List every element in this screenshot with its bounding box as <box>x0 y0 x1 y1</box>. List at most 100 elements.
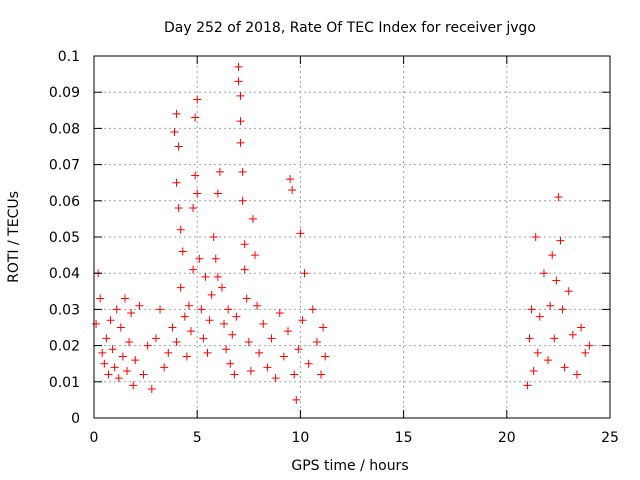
data-point-marker <box>110 363 119 372</box>
data-point-marker <box>160 363 169 372</box>
data-point-marker <box>184 301 193 310</box>
data-point-marker <box>98 348 107 357</box>
data-point-marker <box>203 348 212 357</box>
data-point-marker <box>209 233 218 241</box>
data-point-marker <box>286 175 295 184</box>
data-point-marker <box>550 334 559 343</box>
data-point-marker <box>539 269 548 278</box>
data-point-marker <box>123 366 132 375</box>
data-point-marker <box>267 334 276 343</box>
data-point-marker <box>529 366 538 375</box>
data-point-marker <box>92 319 101 328</box>
data-point-marker <box>189 265 198 274</box>
data-point-marker <box>106 316 115 325</box>
data-point-marker <box>201 272 210 281</box>
data-point-marker <box>548 251 557 260</box>
y-tick-label: 0.08 <box>49 121 80 137</box>
x-tick-label: 10 <box>291 430 309 446</box>
data-point-marker <box>246 366 255 375</box>
x-tick-label: 25 <box>601 430 619 446</box>
data-point-marker <box>240 240 249 249</box>
data-point-marker <box>312 337 321 346</box>
data-point-marker <box>240 265 249 274</box>
grid-layer <box>94 56 610 418</box>
data-point-marker <box>290 370 299 379</box>
y-tick-label: 0.1 <box>58 49 80 65</box>
y-axis-title: ROTI / TECUs <box>6 191 22 283</box>
data-point-marker <box>255 348 264 357</box>
data-point-marker <box>102 334 111 343</box>
data-point-marker <box>222 345 231 354</box>
data-point-marker <box>321 352 330 361</box>
data-point-marker <box>174 204 183 213</box>
data-point-marker <box>546 301 555 310</box>
x-tick-label: 5 <box>193 430 202 446</box>
data-point-marker <box>104 370 113 379</box>
data-point-marker <box>568 330 577 339</box>
data-point-marker <box>236 138 245 147</box>
data-point-marker <box>523 381 532 390</box>
y-tick-label: 0.03 <box>49 302 80 318</box>
data-point-marker <box>581 348 590 357</box>
data-point-marker <box>284 327 293 336</box>
data-point-marker <box>213 189 222 198</box>
data-point-marker <box>176 283 185 292</box>
data-point-marker <box>112 305 121 314</box>
data-point-marker <box>114 374 123 383</box>
data-point-marker <box>182 352 191 361</box>
data-point-marker <box>292 395 301 404</box>
data-point-marker <box>226 359 235 368</box>
data-point-marker <box>585 341 594 350</box>
data-point-marker <box>131 356 140 365</box>
data-point-marker <box>199 334 208 343</box>
data-point-marker <box>207 290 216 299</box>
data-point-marker <box>535 312 544 321</box>
data-point-marker <box>211 254 220 263</box>
data-point-marker <box>172 178 181 187</box>
data-point-marker <box>552 276 561 285</box>
data-point-marker <box>259 319 268 328</box>
data-point-marker <box>168 323 177 332</box>
data-point-marker <box>275 309 284 318</box>
data-point-marker <box>544 356 553 365</box>
data-point-marker <box>279 352 288 361</box>
data-point-marker <box>125 337 134 346</box>
x-axis-title: GPS time / hours <box>291 458 408 474</box>
data-point-marker <box>308 305 317 314</box>
y-tick-label: 0.01 <box>49 375 80 391</box>
data-point-marker <box>298 316 307 325</box>
data-point-marker <box>191 171 200 180</box>
data-point-marker <box>118 352 127 361</box>
data-point-marker <box>147 385 156 394</box>
data-point-marker <box>244 337 253 346</box>
data-point-marker <box>531 233 540 241</box>
data-point-marker <box>572 370 581 379</box>
data-point-marker <box>560 363 569 372</box>
data-point-marker <box>217 283 226 292</box>
data-point-marker <box>554 193 563 202</box>
y-ticks-layer: 0 0.01 0.02 0.03 0.04 0.05 0.06 0.07 0.08 0.09 0.1 <box>49 49 610 427</box>
data-point-marker <box>172 109 181 118</box>
data-point-marker <box>525 334 534 343</box>
data-point-marker <box>230 370 239 379</box>
data-point-marker <box>224 305 233 314</box>
x-tick-label: 20 <box>498 430 516 446</box>
data-point-marker <box>300 269 309 278</box>
data-point-marker <box>197 305 206 314</box>
y-tick-label: 0 <box>71 411 80 427</box>
data-point-marker <box>232 312 241 321</box>
data-point-marker <box>304 359 313 368</box>
data-point-marker <box>263 363 272 372</box>
chart-title: Day 252 of 2018, Rate Of TEC Index for r… <box>164 20 536 36</box>
data-point-marker <box>178 247 187 256</box>
data-point-marker <box>253 301 262 310</box>
data-point-marker <box>129 381 138 390</box>
data-point-marker <box>220 319 229 328</box>
data-point-marker <box>234 77 243 86</box>
data-point-marker <box>193 189 202 198</box>
data-point-marker <box>96 294 105 303</box>
y-tick-label: 0.02 <box>49 339 80 355</box>
data-point-marker <box>248 214 257 223</box>
